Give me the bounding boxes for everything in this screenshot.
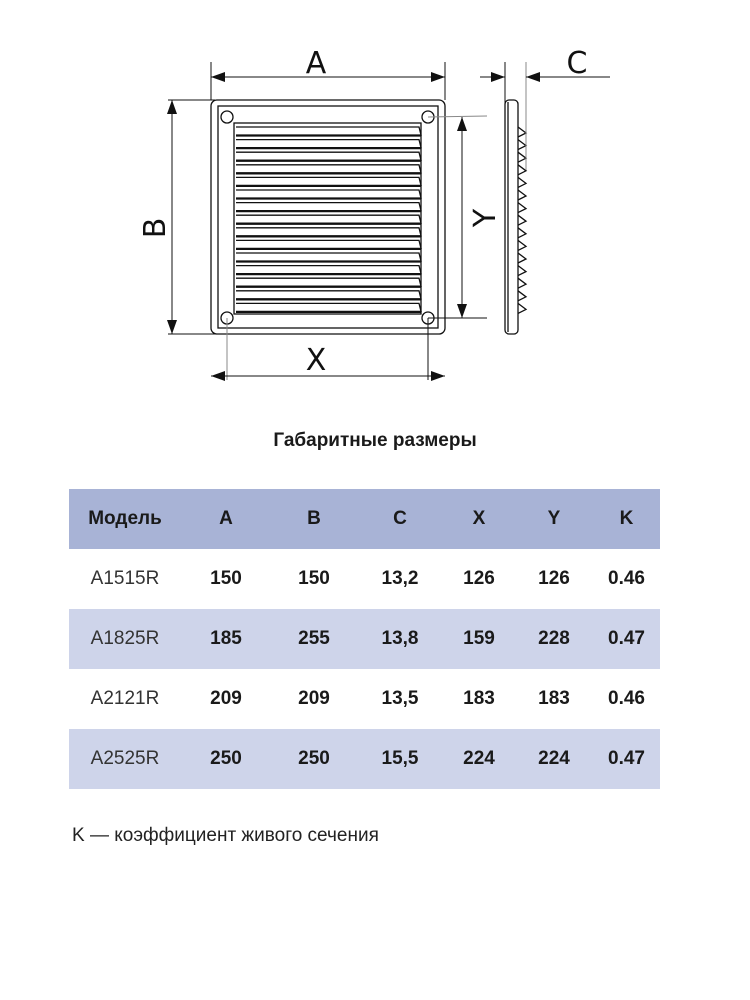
louver-profile bbox=[517, 252, 528, 264]
dimensions-table: Модель A B C X Y K A1515R 150 150 13,2 126 12… bbox=[69, 489, 660, 789]
dimension-label-y: Y bbox=[468, 208, 503, 228]
cell-k: 0.47 bbox=[593, 729, 660, 789]
cell-a: 150 bbox=[210, 568, 242, 589]
cell-k: 0.47 bbox=[593, 609, 660, 669]
louver-profile bbox=[517, 139, 528, 151]
column-header-x: X bbox=[443, 489, 515, 549]
section-title: Габаритные размеры bbox=[273, 430, 477, 451]
table-row: A2121R 209 209 13,5 183 183 0.46 bbox=[69, 669, 660, 729]
dimension-label-b: B bbox=[138, 218, 173, 239]
table-row: A1825R 185 255 13,8 159 228 0.47 bbox=[69, 609, 660, 669]
column-header-y: Y bbox=[515, 489, 593, 549]
cell-k: 0.46 bbox=[608, 688, 645, 709]
table-header-row: Модель A B C X Y K bbox=[69, 489, 660, 549]
table-row: A1515R 150 150 13,2 126 126 0.46 bbox=[69, 549, 660, 609]
cell-b: 250 bbox=[271, 729, 357, 789]
footnote: K — коэффициент живого сечения bbox=[72, 825, 379, 846]
cell-b: 255 bbox=[271, 609, 357, 669]
louver-profile bbox=[517, 126, 528, 138]
cell-x: 183 bbox=[463, 688, 495, 709]
dimension-label-x: X bbox=[306, 343, 327, 378]
table-row: A2525R 250 250 15,5 224 224 0.47 bbox=[69, 729, 660, 789]
louver-profile bbox=[517, 277, 528, 289]
louver-slat bbox=[236, 227, 422, 238]
dimension-label-c: C bbox=[567, 46, 588, 81]
louver-profile bbox=[517, 227, 528, 239]
louver-profile bbox=[517, 214, 528, 226]
cell-model: A2121R bbox=[90, 688, 160, 709]
louver-profile bbox=[517, 239, 528, 251]
cell-c: 13,8 bbox=[357, 609, 443, 669]
grille-dimension-drawing: A B X Y C bbox=[138, 46, 610, 381]
cell-a: 250 bbox=[181, 729, 271, 789]
louver-slat bbox=[236, 214, 422, 225]
louver-slat bbox=[236, 277, 422, 288]
cell-b: 150 bbox=[298, 568, 330, 589]
louver-slat bbox=[236, 176, 422, 188]
column-header-b: B bbox=[271, 489, 357, 549]
cell-c: 13,5 bbox=[381, 688, 419, 709]
louver-profile bbox=[517, 189, 528, 201]
column-header-c: C bbox=[357, 489, 443, 549]
grille-front-view bbox=[210, 99, 446, 335]
dimension-label-a: A bbox=[306, 46, 327, 81]
cell-y: 183 bbox=[538, 688, 570, 709]
cell-x: 159 bbox=[443, 609, 515, 669]
louver-slat bbox=[236, 290, 422, 301]
cell-k: 0.46 bbox=[608, 568, 645, 589]
column-header-model: Модель bbox=[69, 489, 181, 549]
column-header-k: K bbox=[593, 489, 660, 549]
louver-profile bbox=[517, 164, 528, 176]
louver-profile bbox=[517, 302, 528, 314]
cell-b: 209 bbox=[298, 688, 330, 709]
cell-y: 228 bbox=[515, 609, 593, 669]
cell-x: 224 bbox=[443, 729, 515, 789]
cell-model: A1515R bbox=[90, 568, 160, 589]
louver-profile bbox=[517, 176, 528, 188]
louver-slat bbox=[236, 201, 422, 213]
louver-slat bbox=[236, 302, 422, 314]
louver-profile bbox=[517, 151, 528, 163]
column-header-a: A bbox=[181, 489, 271, 549]
cell-x: 126 bbox=[463, 568, 495, 589]
louver-slat bbox=[236, 189, 422, 200]
cell-model: A1825R bbox=[69, 609, 181, 669]
dimension-lines bbox=[167, 62, 610, 381]
louver-slat bbox=[236, 252, 422, 263]
louver-slat bbox=[236, 151, 422, 162]
cell-model: A2525R bbox=[69, 729, 181, 789]
louver-slat bbox=[236, 164, 422, 175]
louver-slat bbox=[236, 126, 422, 137]
cell-y: 224 bbox=[515, 729, 593, 789]
louver-profile bbox=[517, 290, 528, 302]
louver-slat bbox=[236, 239, 422, 251]
cell-a: 185 bbox=[181, 609, 271, 669]
cell-c: 13,2 bbox=[381, 568, 419, 589]
cell-a: 209 bbox=[210, 688, 242, 709]
louver-slat bbox=[236, 264, 422, 276]
cell-y: 126 bbox=[538, 568, 570, 589]
louver-profile bbox=[517, 265, 528, 277]
grille-side-view bbox=[504, 99, 528, 335]
cell-c: 15,5 bbox=[357, 729, 443, 789]
louver-slat bbox=[236, 138, 422, 150]
louver-profile bbox=[517, 202, 528, 214]
